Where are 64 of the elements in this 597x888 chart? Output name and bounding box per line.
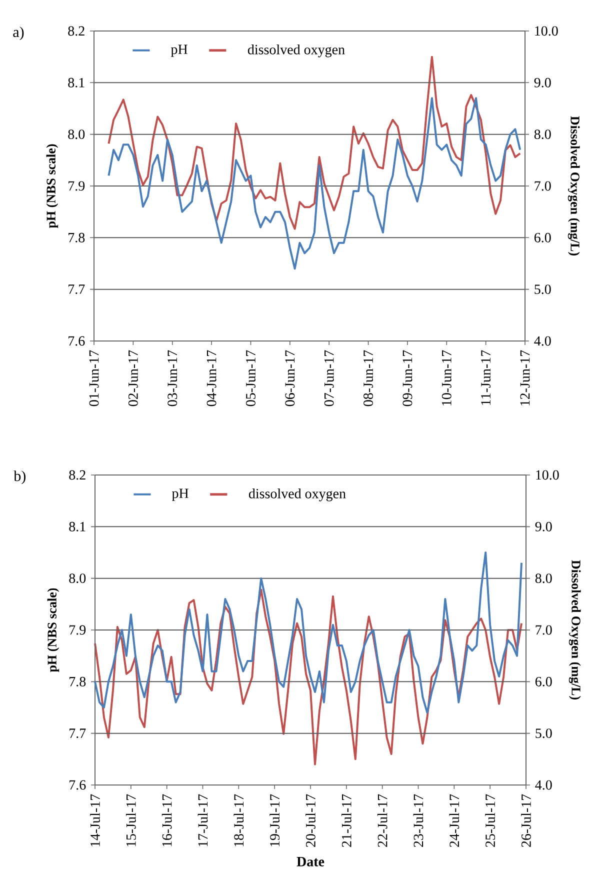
y-tick-label: 8.2 — [69, 470, 86, 480]
x-tick-label: 17-Jul-17 — [198, 794, 208, 846]
y-tick-label: 7.6 — [68, 336, 85, 346]
x-tick-label: 20-Jul-17 — [306, 794, 316, 847]
y2-tick-label: 4.0 — [535, 780, 552, 790]
x-tick-label: 19-Jul-17 — [270, 794, 280, 846]
y-tick-label: 8.0 — [68, 130, 85, 140]
legend-label: pH — [172, 488, 188, 501]
y-axis-title: pH (NBS scale) — [47, 588, 60, 672]
text: a) — [13, 26, 24, 40]
x-axis-title: Date — [296, 857, 324, 866]
x-tick-label: 08-Jun-17 — [364, 350, 374, 406]
x-tick-label: 22-Jul-17 — [377, 794, 388, 847]
x-tick-label: 25-Jul-17 — [485, 794, 496, 847]
legend-label: pH — [170, 44, 188, 57]
text: b) — [14, 470, 26, 484]
x-tick-label: 15-Jul-17 — [126, 794, 136, 846]
y-tick-label: 7.7 — [68, 284, 85, 294]
y-tick-label: 8.1 — [69, 522, 86, 532]
x-tick-label: 07-Jun-17 — [324, 350, 334, 406]
y-tick-label: 7.8 — [70, 676, 86, 686]
y2-tick-label: 10.0 — [535, 26, 558, 36]
x-tick-label: 02-Jun-17 — [128, 350, 138, 406]
y2-tick-label: 10.0 — [536, 470, 559, 480]
y-axis-title: pH (NBS scale) — [46, 144, 58, 228]
x-tick-label: 11-Jun-17 — [481, 350, 491, 405]
x-tick-label: 01-Jun-17 — [89, 350, 99, 406]
y2-tick-label: 5.0 — [534, 284, 551, 294]
x-tick-label: 12-Jun-17 — [520, 350, 530, 406]
y-tick-label: 8.0 — [69, 574, 86, 584]
x-tick-label: 18-Jul-17 — [234, 794, 244, 846]
y2-tick-label: 9.0 — [534, 78, 551, 88]
y-tick-label: 7.9 — [70, 625, 86, 635]
legend-label: dissolved oxygen — [248, 44, 345, 58]
x-tick-label: 24-Jul-17 — [449, 794, 460, 847]
x-tick-label: 04-Jun-17 — [206, 350, 216, 406]
x-tick-label: 16-Jul-17 — [162, 794, 172, 846]
y-tick-label: 8.1 — [68, 78, 84, 88]
x-tick-label: 21-Jul-17 — [341, 794, 352, 847]
x-tick-label: 06-Jun-17 — [285, 350, 295, 406]
y2-tick-label: 4.0 — [534, 336, 551, 346]
x-tick-label: 03-Jun-17 — [168, 350, 178, 406]
x-tick-label: 05-Jun-17 — [246, 350, 256, 406]
y2-tick-label: 9.0 — [535, 522, 552, 532]
x-tick-label: 09-Jun-17 — [402, 350, 412, 406]
y2-tick-label: 5.0 — [536, 728, 552, 738]
y2-tick-label: 8.0 — [535, 574, 552, 584]
y-tick-label: 7.8 — [68, 232, 85, 242]
y2-tick-label: 7.0 — [536, 625, 552, 635]
x-tick-label: 23-Jul-17 — [413, 794, 424, 847]
y-tick-label: 8.2 — [68, 26, 84, 36]
y2-tick-label: 6.0 — [534, 232, 551, 242]
y-tick-label: 7.9 — [68, 181, 85, 191]
y-tick-label: 7.7 — [70, 728, 86, 738]
y2-tick-label: 6.0 — [535, 676, 552, 686]
legend-label: dissolved oxygen — [248, 488, 346, 502]
y2-axis-title: Dissolved Oxygen (mg/L) — [568, 560, 581, 700]
x-tick-label: 26-Jul-17 — [521, 794, 531, 847]
y-tick-label: 7.6 — [70, 780, 86, 790]
y2-tick-label: 7.0 — [534, 181, 551, 191]
y2-axis-title: Dissolved Oxygen (mg/L) — [568, 116, 580, 256]
x-tick-label: 14-Jul-17 — [90, 794, 100, 846]
x-tick-label: 10-Jun-17 — [442, 350, 452, 406]
y2-tick-label: 8.0 — [534, 130, 551, 140]
